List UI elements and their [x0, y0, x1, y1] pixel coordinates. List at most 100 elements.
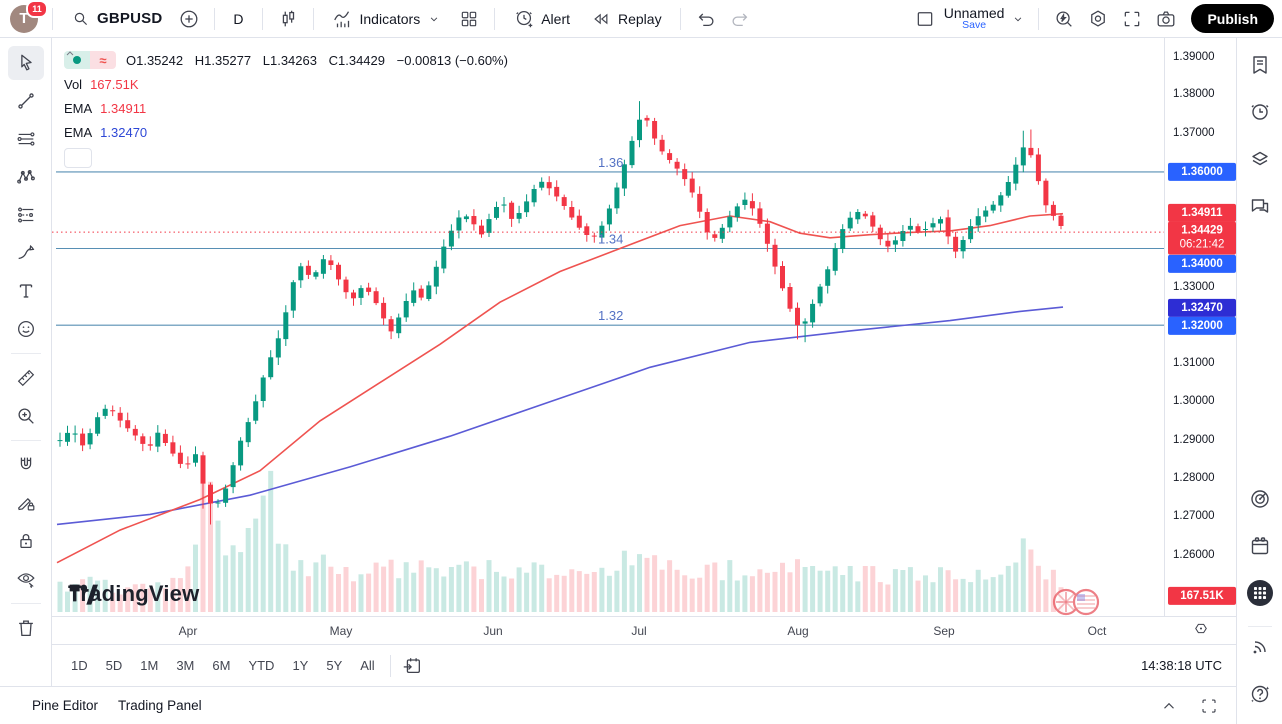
fullscreen-icon[interactable]: [1117, 4, 1147, 34]
interval-label: D: [233, 10, 244, 27]
trend-line-tool-icon[interactable]: [8, 84, 44, 118]
panel-expand-chevron-icon[interactable]: [1154, 691, 1184, 721]
quick-search-icon[interactable]: [1049, 4, 1079, 34]
level-label: 1.36: [598, 155, 623, 170]
legend-main-row[interactable]: ≈ O1.35242 H1.35277 L1.34263 C1.34429 −0…: [64, 48, 516, 72]
legend-ema-slow-row[interactable]: EMA 1.32470: [64, 120, 516, 144]
tab-pine-editor[interactable]: Pine Editor: [32, 698, 99, 713]
price-tick: 1.33000: [1173, 281, 1215, 293]
go-to-date-icon[interactable]: [397, 651, 427, 681]
apps-grid-icon[interactable]: [1243, 576, 1277, 610]
range-button-3m[interactable]: 3M: [176, 658, 195, 673]
alerts-clock-icon[interactable]: [1243, 95, 1277, 129]
layout-save-link[interactable]: Save: [962, 19, 987, 32]
divider: [10, 603, 41, 604]
divider: [10, 353, 41, 354]
ema-fast-line[interactable]: [56, 212, 1064, 564]
replay-label: Replay: [618, 10, 662, 27]
candles[interactable]: [57, 101, 1064, 525]
chevron-down-icon[interactable]: [1008, 4, 1028, 34]
layout-name-button[interactable]: Unnamed Save: [944, 5, 1005, 32]
compare-add-symbol-icon[interactable]: [174, 4, 204, 34]
range-button-ytd[interactable]: YTD: [248, 658, 275, 673]
range-button-1d[interactable]: 1D: [71, 658, 88, 673]
cursor-tool-icon[interactable]: [7, 46, 44, 80]
level-label: 1.34: [598, 232, 623, 247]
drawing-toolbar: [0, 38, 52, 686]
indicator-templates-icon[interactable]: [454, 4, 484, 34]
range-button-all[interactable]: All: [360, 658, 375, 673]
price-chart-svg[interactable]: 1.36 1.34 1.32: [52, 38, 1164, 616]
object-tree-layers-icon[interactable]: [1243, 142, 1277, 176]
clock-utc[interactable]: 14:38:18 UTC: [1141, 658, 1222, 673]
chevron-down-icon: [426, 11, 442, 27]
series-status-pill[interactable]: ≈: [64, 51, 116, 69]
axis-settings-icon[interactable]: [1192, 620, 1210, 643]
chart-pane[interactable]: 1.36 1.34 1.32 ≈ O1.35242 H1.35277 L1.3426…: [52, 38, 1164, 616]
time-axis[interactable]: Apr May Jun Jul Aug Sep Oct: [52, 616, 1236, 645]
panel-maximize-icon[interactable]: [1194, 691, 1224, 721]
alert-label: Alert: [541, 10, 570, 27]
emoji-tool-icon[interactable]: [8, 312, 44, 346]
legend-volume-row[interactable]: Vol 167.51K: [64, 72, 516, 96]
range-button-1y[interactable]: 1Y: [292, 658, 309, 673]
snapshot-camera-icon[interactable]: [1151, 4, 1181, 34]
xabcd-pattern-tool-icon[interactable]: [8, 160, 44, 194]
drawing-lock-icon[interactable]: [8, 486, 44, 520]
tab-trading-panel[interactable]: Trading Panel: [118, 698, 202, 713]
price-tick: 1.29000: [1173, 434, 1215, 446]
price-badge-level-1.36: 1.36000: [1168, 162, 1236, 182]
interval-button[interactable]: D: [225, 4, 251, 34]
range-button-1m[interactable]: 1M: [140, 658, 159, 673]
publish-button[interactable]: Publish: [1191, 4, 1274, 33]
settings-icon[interactable]: [1083, 4, 1113, 34]
volume-legend-value: 167.51K: [90, 76, 139, 92]
chat-icon[interactable]: [1243, 189, 1277, 223]
divider: [389, 654, 391, 677]
hide-drawings-eye-icon[interactable]: [8, 562, 44, 596]
layout-icon[interactable]: [910, 4, 940, 34]
price-axis[interactable]: 1.39000 1.38000 1.37000 1.33000 1.31000 1.300…: [1164, 38, 1237, 616]
divider: [10, 440, 41, 441]
indicators-button[interactable]: Indicators: [324, 4, 451, 34]
price-badge-level-1.32: 1.32000: [1168, 316, 1236, 336]
alert-button[interactable]: Alert: [505, 4, 578, 34]
ema-slow-legend-value: 1.32470: [100, 124, 148, 140]
remove-drawings-trash-icon[interactable]: [8, 611, 44, 645]
measure-ruler-icon[interactable]: [8, 361, 44, 395]
alert-clock-icon: [513, 8, 535, 30]
range-button-5d[interactable]: 5D: [105, 658, 123, 673]
symbol-search-button[interactable]: GBPUSD: [63, 4, 170, 34]
lock-all-icon[interactable]: [8, 524, 44, 558]
legend-collapse-button[interactable]: [64, 51, 92, 168]
zoom-in-icon[interactable]: [8, 399, 44, 433]
pair-flags-icon: [1052, 588, 1100, 616]
replay-icon: [590, 8, 612, 30]
undo-icon[interactable]: [691, 4, 721, 34]
streams-broadcast-icon[interactable]: [1243, 630, 1277, 664]
price-tick: 1.28000: [1173, 472, 1215, 484]
watchlist-icon[interactable]: [1243, 48, 1277, 82]
top-toolbar: T 11 GBPUSD D: [0, 0, 1282, 38]
range-buttons: 1D 5D 1M 3M 6M YTD 1Y 5Y All: [62, 654, 384, 677]
replay-button[interactable]: Replay: [582, 4, 670, 34]
horizontal-lines-tool-icon[interactable]: [8, 122, 44, 156]
screener-radar-icon[interactable]: [1243, 482, 1277, 516]
brush-tool-icon[interactable]: [8, 236, 44, 270]
volume-label: Vol: [64, 76, 83, 92]
redo-icon[interactable]: [725, 4, 755, 34]
chart-style-icon[interactable]: [273, 4, 303, 34]
range-button-5y[interactable]: 5Y: [326, 658, 343, 673]
help-icon[interactable]: [1243, 677, 1277, 711]
legend-ema-fast-row[interactable]: EMA 1.34911: [64, 96, 516, 120]
range-button-6m[interactable]: 6M: [212, 658, 231, 673]
magnet-icon[interactable]: [8, 448, 44, 482]
price-tick: 1.26000: [1173, 549, 1215, 561]
text-tool-icon[interactable]: [8, 274, 44, 308]
economic-calendar-icon[interactable]: [1243, 529, 1277, 563]
user-menu-button[interactable]: T 11: [8, 0, 48, 34]
price-tick: 1.39000: [1173, 51, 1215, 63]
ema-slow-line[interactable]: [56, 306, 1064, 526]
fib-retracement-tool-icon[interactable]: [8, 198, 44, 232]
